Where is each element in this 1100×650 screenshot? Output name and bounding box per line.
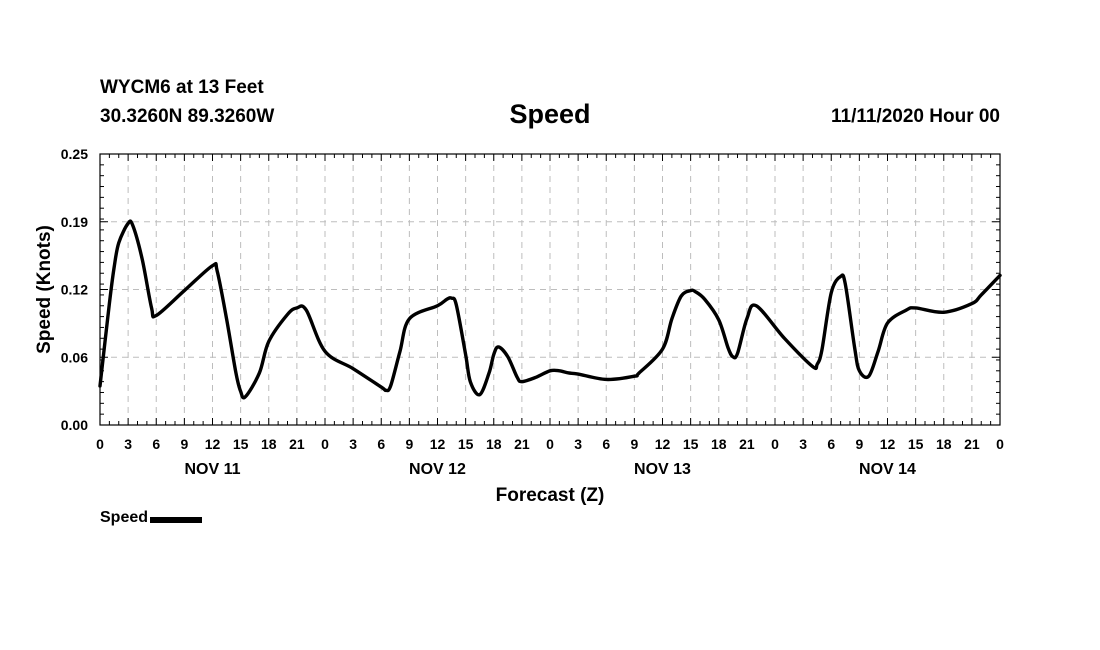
x-axis-title: Forecast (Z) <box>496 485 605 506</box>
x-tick-label: 9 <box>855 436 863 452</box>
x-tick-label: 0 <box>996 436 1004 452</box>
x-tick-label: 12 <box>430 436 446 452</box>
series-layer <box>98 219 1002 400</box>
x-tick-label: 0 <box>321 436 329 452</box>
x-tick-label: 21 <box>964 436 980 452</box>
x-tick-label: 0 <box>771 436 779 452</box>
day-label: NOV 12 <box>409 461 466 478</box>
x-tick-label: 9 <box>630 436 638 452</box>
x-tick-label: 12 <box>655 436 671 452</box>
y-tick-label: 0.19 <box>61 214 88 230</box>
issue-time: 11/11/2020 Hour 00 <box>830 106 1000 127</box>
x-tick-label: 3 <box>349 436 357 452</box>
chart-title: Speed <box>509 99 591 129</box>
x-tick-label: 3 <box>124 436 132 452</box>
x-tick-label: 12 <box>880 436 896 452</box>
legend: Speed <box>100 509 203 527</box>
x-tick-label: 21 <box>739 436 755 452</box>
x-tick-label: 15 <box>233 436 249 452</box>
day-label: NOV 13 <box>634 461 691 478</box>
x-tick-label: 3 <box>574 436 582 452</box>
x-tick-label: 9 <box>180 436 188 452</box>
x-tick-label: 21 <box>289 436 305 452</box>
x-tick-label: 6 <box>827 436 835 452</box>
axis-ticks <box>99 153 1001 426</box>
x-tick-label: 6 <box>602 436 610 452</box>
y-tick-label: 0.06 <box>61 349 88 365</box>
y-axis-title: Speed (Knots) <box>34 225 55 354</box>
x-tick-label: 6 <box>152 436 160 452</box>
x-tick-label: 9 <box>405 436 413 452</box>
x-tick-label: 15 <box>458 436 474 452</box>
x-tick-label: 12 <box>205 436 221 452</box>
x-tick-label: 21 <box>514 436 530 452</box>
y-tick-label: 0.25 <box>61 146 88 162</box>
x-tick-label: 18 <box>486 436 502 452</box>
legend-label: Speed <box>100 509 149 526</box>
y-tick-label: 0.12 <box>61 282 88 298</box>
day-label: NOV 11 <box>184 461 240 478</box>
x-tick-label: 18 <box>936 436 952 452</box>
speed-series-line <box>98 219 1002 400</box>
x-tick-label: 0 <box>546 436 554 452</box>
x-tick-label: 6 <box>377 436 385 452</box>
x-tick-label: 15 <box>683 436 699 452</box>
plot-frame <box>99 153 1001 426</box>
x-tick-label: 15 <box>908 436 924 452</box>
station-name: WYCM6 at 13 Feet <box>100 77 264 98</box>
axis-labels: 0 3 6 9 12 15 18 21 0 3 6 9 12 15 18 21 0 3 6 9 12 15 18 21 0 3 6 9… <box>61 146 1004 478</box>
legend-swatch <box>150 517 203 523</box>
x-tick-label: 3 <box>799 436 807 452</box>
station-coordinates: 30.3260N 89.3260W <box>100 106 275 127</box>
y-tick-label: 0.00 <box>61 417 88 433</box>
grid <box>100 154 1000 425</box>
x-tick-label: 18 <box>711 436 727 452</box>
x-tick-label: 18 <box>261 436 277 452</box>
day-label: NOV 14 <box>859 461 916 478</box>
x-tick-label: 0 <box>96 436 104 452</box>
